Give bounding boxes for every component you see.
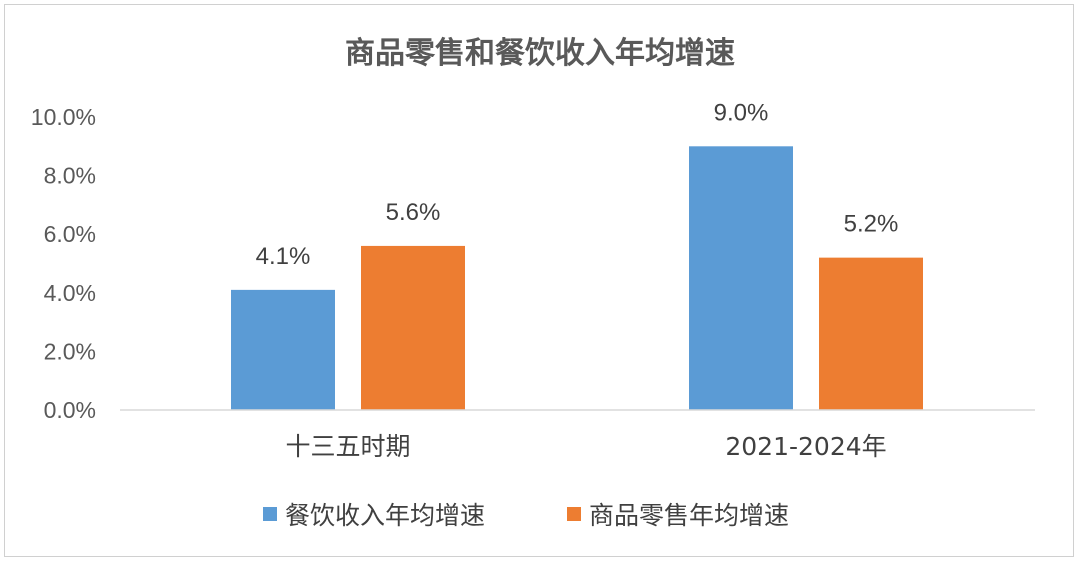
bars: [231, 146, 923, 411]
y-axis-ticks: 0.0% 2.0% 4.0% 6.0% 8.0% 10.0%: [31, 104, 96, 423]
chart-title: 商品零售和餐饮收入年均增速: [345, 36, 735, 71]
bar-catering-1: [689, 146, 793, 411]
y-tick-label: 4.0%: [44, 280, 96, 306]
legend-swatch: [567, 507, 581, 521]
legend-label: 商品零售年均增速: [589, 501, 789, 530]
y-tick-label: 2.0%: [44, 338, 96, 364]
data-labels: 4.1% 5.6% 9.0% 5.2%: [256, 99, 899, 270]
legend-label: 餐饮收入年均增速: [285, 501, 485, 530]
y-tick-label: 6.0%: [44, 221, 96, 247]
data-label: 4.1%: [256, 243, 311, 270]
bar-catering-0: [231, 289, 335, 410]
data-label: 9.0%: [714, 99, 769, 126]
data-label: 5.6%: [386, 199, 441, 226]
category-labels: 十三五时期 2021-2024年: [285, 432, 886, 461]
y-tick-label: 0.0%: [44, 397, 96, 423]
y-tick-label: 8.0%: [44, 163, 96, 189]
legend-swatch: [263, 507, 277, 521]
legend: 餐饮收入年均增速 商品零售年均增速: [263, 501, 789, 530]
y-tick-label: 10.0%: [31, 104, 96, 130]
bar-retail-0: [361, 245, 465, 410]
category-label: 2021-2024年: [725, 432, 886, 461]
bar-retail-1: [819, 257, 923, 410]
data-label: 5.2%: [844, 211, 899, 238]
category-label: 十三五时期: [285, 432, 410, 461]
